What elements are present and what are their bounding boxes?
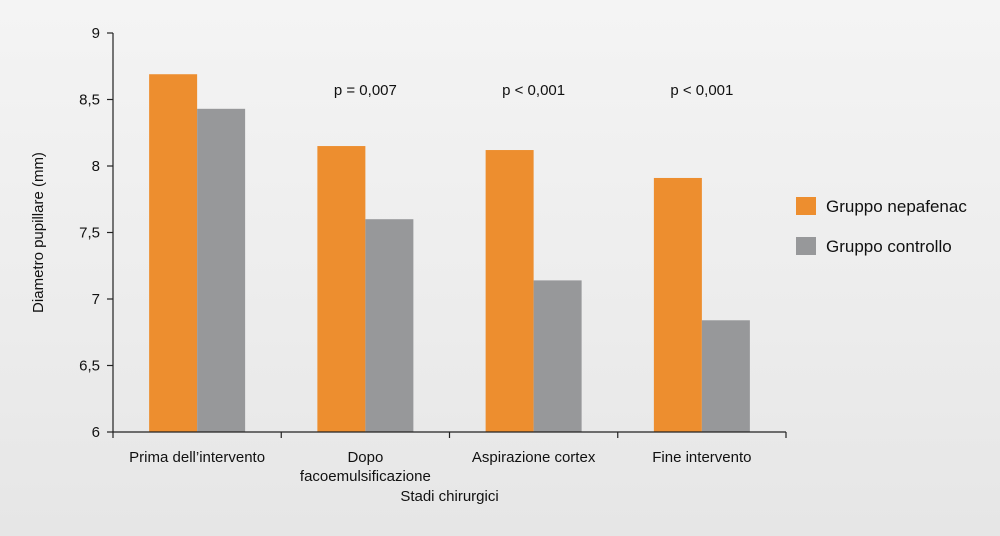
x-axis-title: Stadi chirurgici [400, 488, 498, 505]
y-tick-label: 6 [92, 424, 100, 441]
x-tick-label: Prima dell’intervento [129, 449, 265, 466]
legend-label-2: Gruppo controllo [826, 237, 952, 256]
y-tick-label: 9 [92, 25, 100, 42]
y-tick-label: 7 [92, 291, 100, 308]
bars-layer [149, 74, 750, 433]
axes-layer [107, 32, 787, 438]
y-tick-label: 8 [92, 158, 100, 175]
x-tick-label: Aspirazione cortex [472, 449, 596, 466]
p-value-annotation: p = 0,007 [334, 82, 397, 99]
y-tick-label: 8,5 [79, 92, 100, 109]
y-tick-label: 6,5 [79, 358, 100, 375]
bar-controllo-2 [365, 219, 414, 432]
bar-controllo-4 [701, 320, 750, 432]
p-value-annotation: p < 0,001 [502, 82, 565, 99]
bar-controllo-3 [533, 280, 582, 432]
legend-label-1: Gruppo nepafenac [826, 197, 967, 216]
bar-controllo-1 [197, 108, 246, 432]
x-tick-label: Fine intervento [652, 449, 751, 466]
labels-layer: 6 6,5 7 7,5 8 8,5 9 Prima dell’intervento Dopo fa… [30, 25, 751, 505]
legend-swatch-1 [796, 197, 816, 215]
x-tick-label: Dopo [347, 449, 383, 466]
y-tick-label: 7,5 [79, 225, 100, 242]
x-tick-label: facoemulsificazione [300, 468, 431, 485]
bar-nepafenac-3 [485, 150, 534, 433]
legend-swatch-2 [796, 237, 816, 255]
legend: Gruppo nepafenac Gruppo controllo [796, 197, 967, 256]
bar-nepafenac-1 [149, 74, 198, 432]
bar-nepafenac-4 [653, 177, 702, 432]
bar-nepafenac-2 [317, 146, 366, 433]
y-axis-title: Diametro pupillare (mm) [30, 152, 47, 313]
p-value-annotation: p < 0,001 [670, 82, 733, 99]
